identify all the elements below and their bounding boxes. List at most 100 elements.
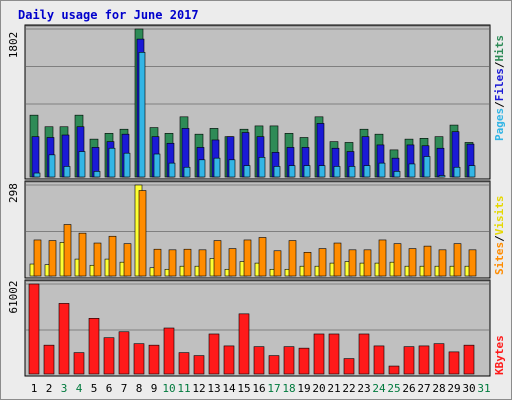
y-tick-label-top: 1802: [7, 32, 20, 59]
x-tick-label-day-8: 8: [136, 382, 143, 395]
bar-sites-day-4: [78, 232, 87, 277]
bar-kbytes-day-30: [463, 344, 475, 375]
bar-sites-day-15: [243, 239, 252, 277]
bar-kbytes-day-2: [43, 344, 55, 375]
bar-kbytes-day-29: [448, 351, 460, 375]
bar-sites-day-14: [228, 248, 237, 277]
x-tick-label-day-19: 19: [297, 382, 310, 395]
x-tick-label-day-15: 15: [237, 382, 250, 395]
bar-pages-day-8: [138, 52, 146, 178]
bar-pages-day-4: [78, 151, 86, 178]
bar-pages-day-13: [213, 157, 221, 178]
legend-entry: KBytes: [493, 335, 506, 375]
bar-sites-day-16: [258, 237, 267, 277]
bar-pages-day-3: [63, 166, 71, 178]
bar-pages-day-23: [363, 165, 371, 178]
legend-entry: Files: [493, 68, 506, 101]
bar-sites-day-13: [213, 240, 222, 277]
bar-pages-day-21: [333, 166, 341, 178]
bar-sites-day-19: [303, 252, 312, 277]
legend-entry: /: [493, 101, 506, 108]
bar-kbytes-day-28: [433, 343, 445, 375]
bar-kbytes-day-6: [103, 337, 115, 375]
x-tick-label-day-28: 28: [432, 382, 445, 395]
x-tick-label-day-7: 7: [121, 382, 128, 395]
bar-files-day-28: [436, 147, 445, 178]
x-tick-label-day-17: 17: [267, 382, 280, 395]
bar-pages-day-9: [153, 153, 161, 178]
x-tick-label-day-23: 23: [357, 382, 370, 395]
legend-middle: Sites/Visits: [493, 196, 506, 276]
legend-entry: /: [493, 61, 506, 68]
bar-pages-day-2: [48, 154, 56, 178]
bar-sites-day-24: [378, 239, 387, 277]
x-tick-label-day-6: 6: [106, 382, 113, 395]
bar-pages-day-15: [243, 165, 251, 178]
bar-pages-day-26: [408, 163, 416, 178]
bar-pages-day-20: [318, 165, 326, 178]
bar-kbytes-day-12: [193, 355, 205, 375]
legend-bottom: KBytes: [493, 335, 506, 375]
bar-pages-day-11: [183, 166, 191, 178]
bar-sites-day-8: [138, 190, 147, 277]
bar-sites-day-7: [123, 243, 132, 277]
bar-sites-day-5: [93, 242, 102, 277]
bar-pages-day-5: [93, 171, 101, 178]
plot-area-middle: [24, 180, 491, 279]
bar-kbytes-day-5: [88, 318, 100, 375]
bar-sites-day-21: [333, 242, 342, 277]
bar-pages-day-18: [288, 165, 296, 178]
bar-kbytes-day-7: [118, 331, 130, 375]
bar-sites-day-11: [183, 248, 192, 277]
bar-sites-day-25: [393, 243, 402, 277]
bar-kbytes-day-20: [313, 333, 325, 375]
legend-entry: Hits: [493, 35, 506, 62]
bar-kbytes-day-14: [223, 345, 235, 375]
bar-sites-day-17: [273, 250, 282, 277]
bar-kbytes-day-16: [253, 346, 265, 375]
bar-pages-day-14: [228, 159, 236, 178]
x-tick-label-day-27: 27: [417, 382, 430, 395]
x-tick-label-day-5: 5: [91, 382, 98, 395]
bar-pages-day-30: [468, 165, 476, 178]
bar-sites-day-27: [423, 245, 432, 277]
bar-kbytes-day-22: [343, 358, 355, 375]
bar-pages-day-1: [33, 172, 41, 178]
x-tick-label-day-21: 21: [327, 382, 340, 395]
x-tick-label-day-3: 3: [61, 382, 68, 395]
bar-pages-day-27: [423, 156, 431, 178]
bar-pages-day-24: [378, 162, 386, 178]
x-tick-label-day-16: 16: [252, 382, 265, 395]
bar-sites-day-30: [468, 249, 477, 277]
x-tick-label-day-31: 31: [477, 382, 490, 395]
bar-pages-day-6: [108, 147, 116, 178]
bar-kbytes-day-8: [133, 343, 145, 375]
x-tick-label-day-18: 18: [282, 382, 295, 395]
x-tick-label-day-9: 9: [151, 382, 158, 395]
bar-kbytes-day-25: [388, 365, 400, 375]
x-tick-label-day-4: 4: [76, 382, 83, 395]
bar-sites-day-3: [63, 224, 72, 277]
x-tick-label-day-12: 12: [192, 382, 205, 395]
bar-pages-day-28: [438, 175, 446, 178]
bar-pages-day-7: [123, 152, 131, 178]
bar-kbytes-day-23: [358, 333, 370, 375]
bar-sites-day-28: [438, 249, 447, 277]
bar-kbytes-day-4: [73, 352, 85, 375]
bar-kbytes-day-21: [328, 333, 340, 375]
legend-entry: Visits: [493, 196, 506, 236]
chart-title: Daily usage for June 2017: [18, 8, 199, 22]
x-tick-label-day-30: 30: [462, 382, 475, 395]
x-tick-label-day-25: 25: [387, 382, 400, 395]
legend-entry: Pages: [493, 108, 506, 141]
bar-sites-day-23: [363, 249, 372, 277]
bar-pages-day-29: [453, 166, 461, 178]
x-tick-label-day-24: 24: [372, 382, 386, 395]
y-tick-label-middle: 298: [7, 183, 20, 203]
bar-kbytes-day-9: [148, 344, 160, 375]
x-tick-label-day-26: 26: [402, 382, 415, 395]
bar-kbytes-day-26: [403, 346, 415, 375]
bar-pages-day-22: [348, 166, 356, 178]
bar-sites-day-1: [33, 239, 42, 277]
